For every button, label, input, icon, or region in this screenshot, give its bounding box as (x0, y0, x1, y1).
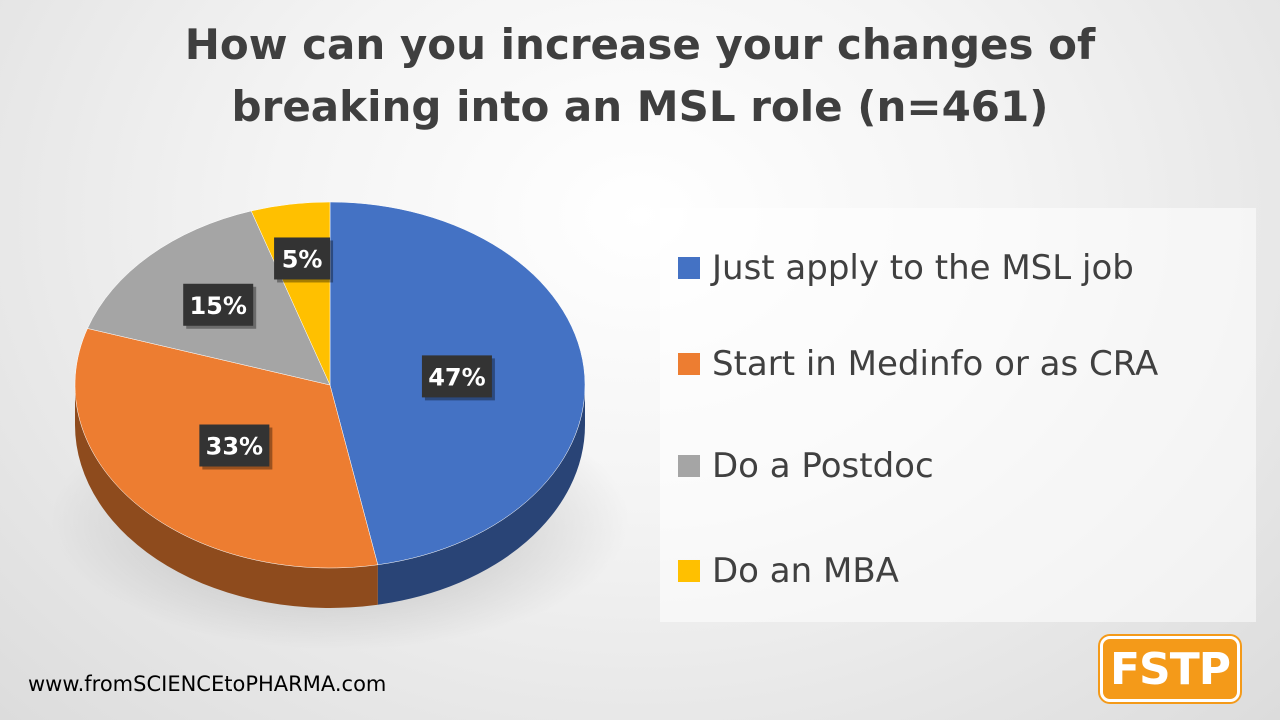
legend-swatch-mba (678, 560, 700, 582)
chart-title-line-1: How can you increase your changes of (184, 20, 1096, 69)
chart-title-line-2: breaking into an MSL role (n=461) (231, 82, 1049, 131)
legend-label-postdoc: Do a Postdoc (712, 446, 934, 486)
pie-side-just-apply (377, 385, 585, 605)
legend-item-postdoc: Do a Postdoc (678, 441, 934, 491)
chart-title: How can you increase your changes of bre… (0, 14, 1280, 138)
pie-labels: 47% 33% 15% 5% (183, 237, 495, 470)
legend-label-mba: Do an MBA (712, 551, 899, 591)
legend-label-just-apply: Just apply to the MSL job (712, 248, 1134, 288)
data-label-medinfo-cra: 33% (199, 424, 273, 470)
legend-label-medinfo-cra: Start in Medinfo or as CRA (712, 344, 1159, 384)
data-label-text-mba: 5% (282, 245, 323, 273)
legend-item-just-apply: Just apply to the MSL job (678, 243, 1134, 293)
data-label-text-medinfo-cra: 33% (206, 433, 263, 461)
pie-sides (75, 385, 585, 608)
legend-item-medinfo-cra: Start in Medinfo or as CRA (678, 339, 1158, 389)
website-link[interactable]: www.fromSCIENCEtoPHARMA.com (28, 672, 387, 696)
logo-text: FSTP (1109, 643, 1231, 695)
legend-swatch-medinfo-cra (678, 353, 700, 375)
data-label-postdoc: 15% (183, 283, 257, 329)
pie-chart: 47% 33% 15% 5% (50, 201, 630, 650)
fstp-logo: FSTP (1100, 636, 1240, 702)
legend: Just apply to the MSL job Start in Medin… (660, 208, 1256, 622)
data-label-box-postdoc (183, 283, 254, 326)
data-label-just-apply: 47% (421, 355, 495, 401)
data-label-mba: 5% (274, 237, 334, 283)
data-label-text-postdoc: 15% (189, 292, 246, 320)
data-label-box-just-apply (421, 355, 492, 398)
legend-item-mba: Do an MBA (678, 546, 899, 596)
data-label-text-just-apply: 47% (428, 363, 485, 391)
pie-side-medinfo-cra (75, 385, 378, 608)
data-label-box-medinfo-cra (199, 424, 270, 467)
legend-swatch-just-apply (678, 257, 700, 279)
data-label-box-mba (274, 237, 331, 280)
legend-swatch-postdoc (678, 455, 700, 477)
